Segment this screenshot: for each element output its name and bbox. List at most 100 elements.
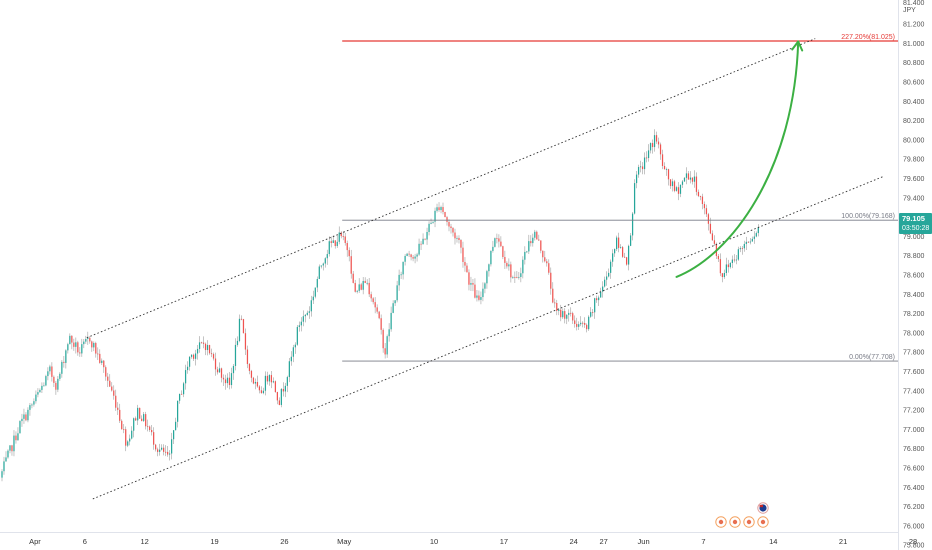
candle <box>186 361 189 374</box>
fibonacci-extension[interactable]: 227.20%(81.025) 100.00%(79.168) 0.00%(77.7… <box>342 34 898 362</box>
candle <box>222 374 225 387</box>
time-tick-label: 27 <box>600 537 608 546</box>
candle <box>621 245 624 258</box>
candle <box>194 349 197 366</box>
candle <box>111 382 113 392</box>
last-price-marker[interactable]: 79.105 03:50:28 <box>899 213 932 234</box>
candle <box>456 235 458 243</box>
candle <box>290 351 292 366</box>
candle <box>246 345 249 369</box>
candle <box>610 259 612 279</box>
candle <box>314 287 316 299</box>
candle <box>673 179 676 193</box>
candle <box>586 323 588 333</box>
candle <box>394 300 396 306</box>
candle <box>159 443 161 456</box>
candle <box>452 227 454 237</box>
price-axis[interactable]: 81.400 JPY 81.200 81.000 80.800 80.600 80.40… <box>903 0 925 550</box>
trend-channel[interactable] <box>86 38 884 500</box>
candle <box>705 204 708 218</box>
candle <box>598 295 600 306</box>
candle <box>107 372 109 388</box>
calendar-event-icon[interactable] <box>743 516 755 528</box>
candle <box>735 254 737 265</box>
candle <box>326 249 328 265</box>
candle <box>446 215 448 226</box>
forecast-arrow[interactable] <box>675 40 800 278</box>
candle <box>344 232 346 246</box>
candle <box>516 271 518 279</box>
candle <box>55 380 57 395</box>
candle <box>683 176 686 183</box>
time-tick-label: May <box>337 537 351 546</box>
calendar-event-icon[interactable] <box>729 516 741 528</box>
candle <box>143 411 145 422</box>
candle <box>663 162 666 170</box>
candle <box>665 167 668 176</box>
price-tick-label: 80.800 <box>903 60 925 67</box>
flag-australia-icon[interactable] <box>757 502 769 514</box>
candle <box>580 316 582 327</box>
event-markers[interactable] <box>715 502 769 528</box>
candle <box>574 315 576 328</box>
candle <box>568 309 570 322</box>
candle <box>492 240 494 253</box>
candle <box>432 221 434 224</box>
calendar-event-icon[interactable] <box>757 516 769 528</box>
candle <box>530 235 532 247</box>
candle <box>488 263 490 277</box>
candle <box>647 144 650 162</box>
candle <box>536 230 538 240</box>
candle <box>318 264 320 280</box>
time-axis[interactable]: Apr 6 12 19 26 May 10 17 24 27 Jun 7 14 21 28 <box>29 537 917 546</box>
fib-level-label: 0.00%(77.708) <box>849 354 895 361</box>
candle <box>625 256 628 266</box>
candle <box>695 172 698 196</box>
price-tick-label: 80.200 <box>903 118 925 125</box>
candle <box>288 358 290 383</box>
candle <box>210 348 213 358</box>
price-tick-label: 77.800 <box>903 350 925 357</box>
last-price-countdown: 03:50:28 <box>902 225 929 232</box>
candle <box>641 162 644 175</box>
price-tick-label: 80.600 <box>903 80 925 87</box>
candle <box>596 295 598 303</box>
candle <box>228 372 231 390</box>
candle <box>414 253 416 264</box>
candle <box>514 271 516 283</box>
plot-area[interactable]: 227.20%(81.025) 100.00%(79.168) 0.00%(77.7… <box>1 34 898 500</box>
candle <box>691 177 694 185</box>
candle <box>206 340 209 356</box>
candle <box>675 185 678 192</box>
time-tick-label: 17 <box>500 537 508 546</box>
price-axis-top-label: 81.400 <box>903 0 925 7</box>
candle <box>312 290 314 304</box>
candle <box>117 402 119 415</box>
candle <box>139 407 141 419</box>
candle <box>216 366 219 375</box>
candle <box>320 265 322 269</box>
candle <box>129 434 131 446</box>
candle <box>95 341 97 358</box>
candle <box>745 236 747 250</box>
candle <box>368 277 370 297</box>
candle <box>284 382 286 398</box>
candle <box>528 234 530 254</box>
candle <box>340 231 342 239</box>
candle <box>604 276 606 288</box>
channel-line-lower[interactable] <box>92 176 884 500</box>
candle <box>444 211 446 218</box>
candle <box>608 268 610 278</box>
calendar-event-icon[interactable] <box>715 516 727 528</box>
candle <box>127 440 129 448</box>
candle <box>424 238 426 241</box>
candle <box>500 236 502 248</box>
candle <box>404 254 406 266</box>
candle <box>448 219 450 232</box>
candle <box>234 338 237 371</box>
price-tick-label: 78.000 <box>903 330 925 337</box>
candle <box>496 233 498 244</box>
candle <box>741 246 743 255</box>
candle <box>600 287 602 298</box>
